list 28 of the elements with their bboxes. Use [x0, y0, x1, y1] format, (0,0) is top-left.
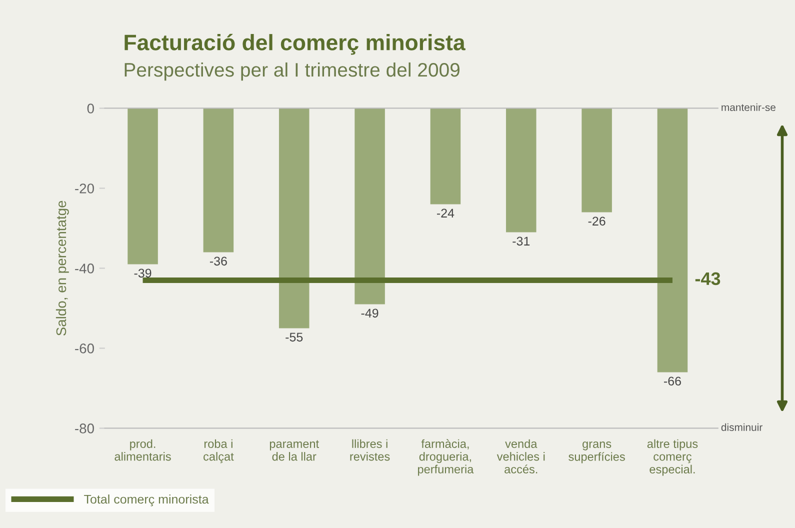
data-label: -24	[436, 208, 454, 218]
chart-title: Facturació del comerç minorista	[124, 34, 466, 55]
x-tick-label: prod. alimentaris	[114, 439, 171, 461]
y-tick-label: -60	[75, 344, 94, 354]
data-label: -36	[210, 256, 227, 266]
x-tick-label: grans superfícies	[568, 442, 625, 464]
text: mantenir-se	[722, 103, 776, 112]
data-label: -66	[664, 376, 681, 386]
y-tick-label: -80	[75, 424, 94, 434]
x-tick-label: venda vehicles i accés.	[496, 439, 545, 474]
legend-label: Total comerç minorista	[84, 494, 209, 506]
data-label: -55	[286, 332, 303, 342]
x-tick-label: parament de la llar	[270, 440, 319, 461]
y-tick-label: -20	[75, 184, 94, 194]
data-label: -43	[695, 272, 720, 286]
y-axis-title: Saldo, en percentatge	[56, 200, 69, 336]
chart-subtitle: Perspectives per al I trimestre del 2009	[124, 62, 460, 81]
x-tick-label: roba i calçat	[204, 439, 234, 464]
x-tick-label: altre tipus comerç especial.	[647, 439, 698, 476]
x-tick-label: llibres i revistes	[350, 439, 390, 461]
text: disminuir	[721, 423, 762, 432]
x-tick-label: farmàcia, drogueria, perfumeria	[418, 439, 474, 476]
y-tick-label: 0	[87, 104, 94, 114]
data-label: -31	[512, 236, 530, 246]
y-tick-label: -40	[75, 264, 94, 274]
data-label: -26	[588, 216, 606, 226]
data-label: -39	[134, 268, 152, 278]
data-label: -49	[361, 308, 378, 318]
